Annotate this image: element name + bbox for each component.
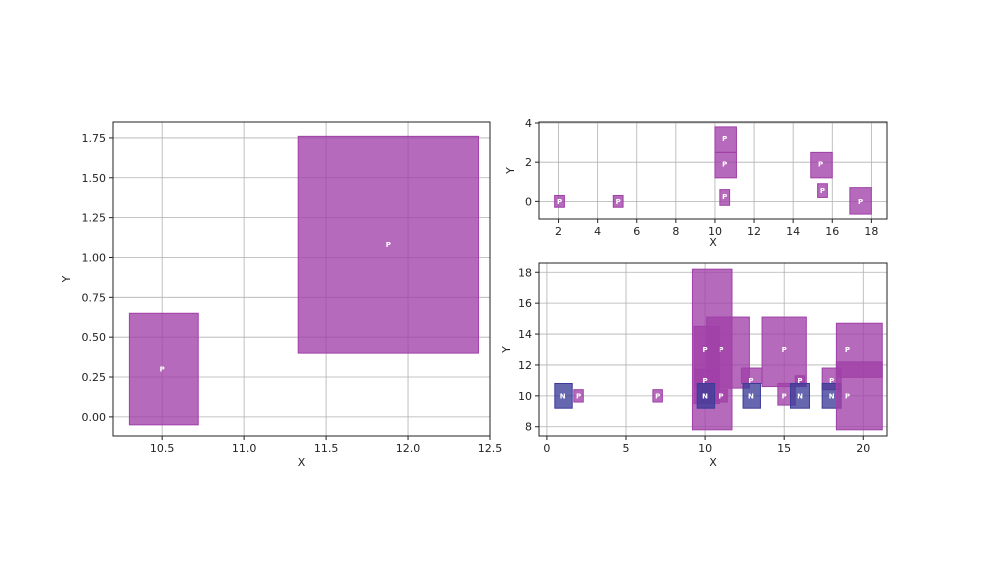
box-mark bbox=[849, 187, 872, 215]
box-mark bbox=[719, 189, 731, 206]
y-tick-label: 8 bbox=[525, 421, 532, 434]
box-label: N bbox=[829, 392, 835, 400]
x-axis-label: X bbox=[298, 456, 306, 469]
x-tick-label: 14 bbox=[786, 225, 800, 238]
chart-3: 0510152081012141618PPPPPNNPPPNPPPNPNPPXY bbox=[500, 262, 888, 469]
box-label: P bbox=[722, 193, 727, 201]
y-tick-label: 0 bbox=[525, 195, 532, 208]
box-mark bbox=[817, 183, 828, 198]
box-label: P bbox=[845, 392, 850, 400]
y-tick-label: 2 bbox=[525, 156, 532, 169]
box-label: N bbox=[797, 392, 803, 400]
box-label: P bbox=[703, 377, 708, 385]
x-axis-label: X bbox=[709, 456, 717, 469]
box-label: P bbox=[718, 392, 723, 400]
y-axis-label: Y bbox=[60, 275, 73, 283]
box-mark bbox=[790, 382, 810, 409]
plot-frame bbox=[538, 121, 888, 220]
box-mark bbox=[714, 151, 737, 179]
x-tick-label: 0 bbox=[543, 442, 550, 455]
box-label: P bbox=[858, 198, 863, 206]
y-tick-label: 16 bbox=[518, 297, 532, 310]
x-tick-label: 11.5 bbox=[314, 442, 339, 455]
x-tick-label: 12.0 bbox=[396, 442, 421, 455]
y-tick-label: 0.50 bbox=[82, 331, 107, 344]
y-tick-label: 1.50 bbox=[82, 172, 107, 185]
x-tick-label: 2 bbox=[555, 225, 562, 238]
box-label: P bbox=[845, 346, 850, 354]
y-tick-label: 1.25 bbox=[82, 212, 107, 225]
x-tick-label: 6 bbox=[633, 225, 640, 238]
box-label: P bbox=[829, 377, 834, 385]
box-label: P bbox=[797, 377, 802, 385]
box-label: P bbox=[782, 346, 787, 354]
box-mark bbox=[810, 151, 833, 179]
y-tick-label: 0.25 bbox=[82, 371, 107, 384]
box-label: N bbox=[702, 392, 708, 400]
box-mark bbox=[612, 194, 624, 208]
box-label: P bbox=[386, 241, 391, 249]
box-label: P bbox=[576, 392, 581, 400]
box-mark bbox=[696, 382, 716, 409]
x-tick-label: 5 bbox=[623, 442, 630, 455]
y-tick-label: 4 bbox=[525, 117, 532, 130]
box-mark bbox=[742, 382, 761, 409]
x-tick-label: 10 bbox=[708, 225, 722, 238]
x-tick-label: 10.5 bbox=[150, 442, 175, 455]
box-label: N bbox=[560, 392, 566, 400]
y-axis-label: Y bbox=[500, 346, 513, 354]
plot-frame bbox=[538, 262, 888, 437]
box-label: P bbox=[818, 161, 823, 169]
y-tick-label: 0.75 bbox=[82, 291, 107, 304]
box-mark bbox=[835, 322, 883, 378]
chart-2: 2 4 6 8 10 12 14 16 18 0 2 4 P P P P P P P P X Y bbox=[504, 117, 888, 249]
box-mark bbox=[652, 389, 663, 403]
x-tick-label: 20 bbox=[856, 442, 870, 455]
y-tick-label: 0.00 bbox=[82, 411, 107, 424]
y-tick-label: 14 bbox=[518, 328, 532, 341]
box-label: P bbox=[722, 135, 727, 143]
box-label: P bbox=[718, 346, 723, 354]
chart-1: 10.5 11.0 11.5 12.0 12.5 0.00 0.25 0.50 0.75 1.00… bbox=[60, 121, 503, 469]
x-tick-label: 12 bbox=[747, 225, 761, 238]
box-label: P bbox=[748, 377, 753, 385]
box-label: P bbox=[655, 392, 660, 400]
y-tick-label: 1.75 bbox=[82, 132, 107, 145]
x-tick-label: 8 bbox=[672, 225, 679, 238]
box-mark bbox=[128, 312, 199, 426]
x-tick-label: 16 bbox=[825, 225, 839, 238]
box-mark bbox=[554, 194, 565, 208]
box-label: P bbox=[557, 198, 562, 206]
y-tick-label: 12 bbox=[518, 359, 532, 372]
x-axis-label: X bbox=[709, 236, 717, 249]
box-label: P bbox=[160, 366, 165, 374]
x-tick-label: 15 bbox=[777, 442, 791, 455]
x-tick-label: 11.0 bbox=[232, 442, 257, 455]
x-tick-label: 12.5 bbox=[478, 442, 503, 455]
y-axis-label: Y bbox=[504, 167, 517, 175]
plot-frame bbox=[112, 121, 491, 437]
box-mark bbox=[554, 382, 573, 409]
x-tick-label: 18 bbox=[864, 225, 878, 238]
x-tick-label: 4 bbox=[594, 225, 601, 238]
y-tick-label: 18 bbox=[518, 266, 532, 279]
box-label: P bbox=[722, 161, 727, 169]
box-label: N bbox=[748, 392, 754, 400]
y-tick-label: 10 bbox=[518, 390, 532, 403]
x-tick-label: 10 bbox=[698, 442, 712, 455]
box-label: P bbox=[782, 392, 787, 400]
box-mark bbox=[297, 135, 480, 354]
box-mark bbox=[573, 389, 584, 403]
box-label: P bbox=[820, 187, 825, 195]
box-label: P bbox=[616, 198, 621, 206]
box-label: P bbox=[703, 346, 708, 354]
y-tick-label: 1.00 bbox=[82, 251, 107, 264]
